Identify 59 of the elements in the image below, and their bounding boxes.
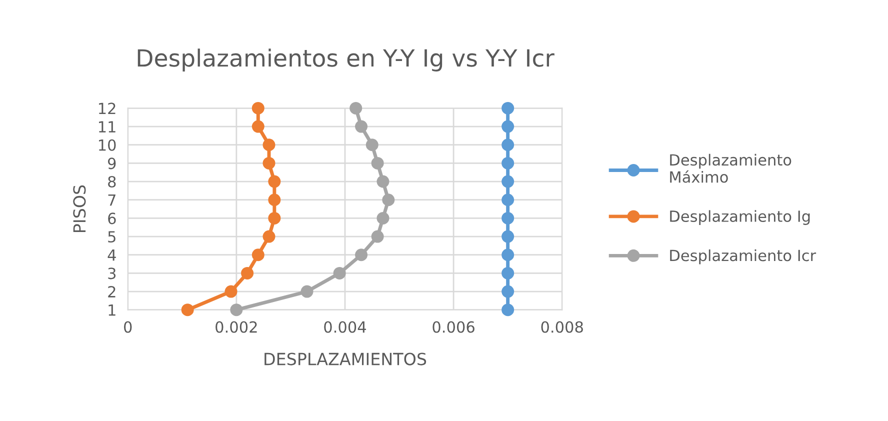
y-tick-label: 10	[99, 139, 116, 151]
y-tick-label: 3	[108, 268, 116, 280]
point	[502, 175, 514, 188]
y-axis-title: PISOS	[73, 185, 86, 232]
point	[355, 248, 368, 262]
point	[333, 266, 346, 280]
point	[382, 194, 395, 206]
point	[502, 248, 514, 262]
point	[181, 304, 194, 316]
point	[502, 194, 514, 206]
y-tick-label: 5	[108, 231, 116, 243]
point	[502, 285, 514, 298]
y-tick-label: 1	[108, 304, 116, 316]
y-tick-label: 9	[108, 158, 116, 170]
point	[502, 102, 514, 114]
y-tick-label: 7	[108, 194, 116, 206]
y-tick-label: 6	[108, 212, 116, 224]
point	[502, 120, 514, 133]
point	[502, 156, 514, 170]
point	[252, 120, 264, 133]
point	[502, 266, 514, 280]
y-tick-label: 2	[108, 286, 116, 298]
point	[350, 102, 362, 114]
point	[366, 138, 378, 152]
x-tick-label: 0.006	[432, 321, 474, 333]
y-tick-label: 8	[108, 176, 116, 188]
point	[371, 230, 384, 243]
point	[502, 230, 514, 243]
point	[371, 156, 384, 170]
point	[376, 175, 390, 188]
point	[268, 175, 281, 188]
point	[300, 285, 314, 298]
point	[502, 304, 514, 316]
point	[262, 138, 276, 152]
point	[502, 212, 514, 224]
legend-label: Desplazamiento Icr	[670, 249, 816, 264]
x-tick-label: 0	[124, 321, 132, 333]
point	[252, 102, 264, 114]
legend-label: Desplazamiento Ig	[670, 210, 810, 225]
y-tick-label: 12	[99, 102, 116, 114]
x-axis-title: DESPLAZAMIENTOS	[264, 352, 426, 366]
point	[241, 266, 254, 280]
x-tick-label: 0.008	[541, 321, 583, 333]
point	[262, 230, 276, 243]
y-tick-label: 11	[99, 121, 116, 132]
point	[376, 212, 390, 224]
point	[224, 285, 238, 298]
point	[230, 304, 243, 316]
point	[262, 156, 276, 170]
point	[268, 194, 281, 206]
point	[268, 212, 281, 224]
chart-title: Desplazamientos en Y-Y Ig vs Y-Y Icr	[138, 48, 554, 72]
legend-label: Desplazamiento Máximo	[670, 154, 792, 183]
x-tick-label: 0.004	[324, 321, 366, 333]
y-tick-label: 4	[108, 250, 116, 261]
point	[502, 138, 514, 152]
point	[252, 248, 264, 262]
x-tick-label: 0.002	[216, 321, 257, 333]
point	[355, 120, 368, 133]
